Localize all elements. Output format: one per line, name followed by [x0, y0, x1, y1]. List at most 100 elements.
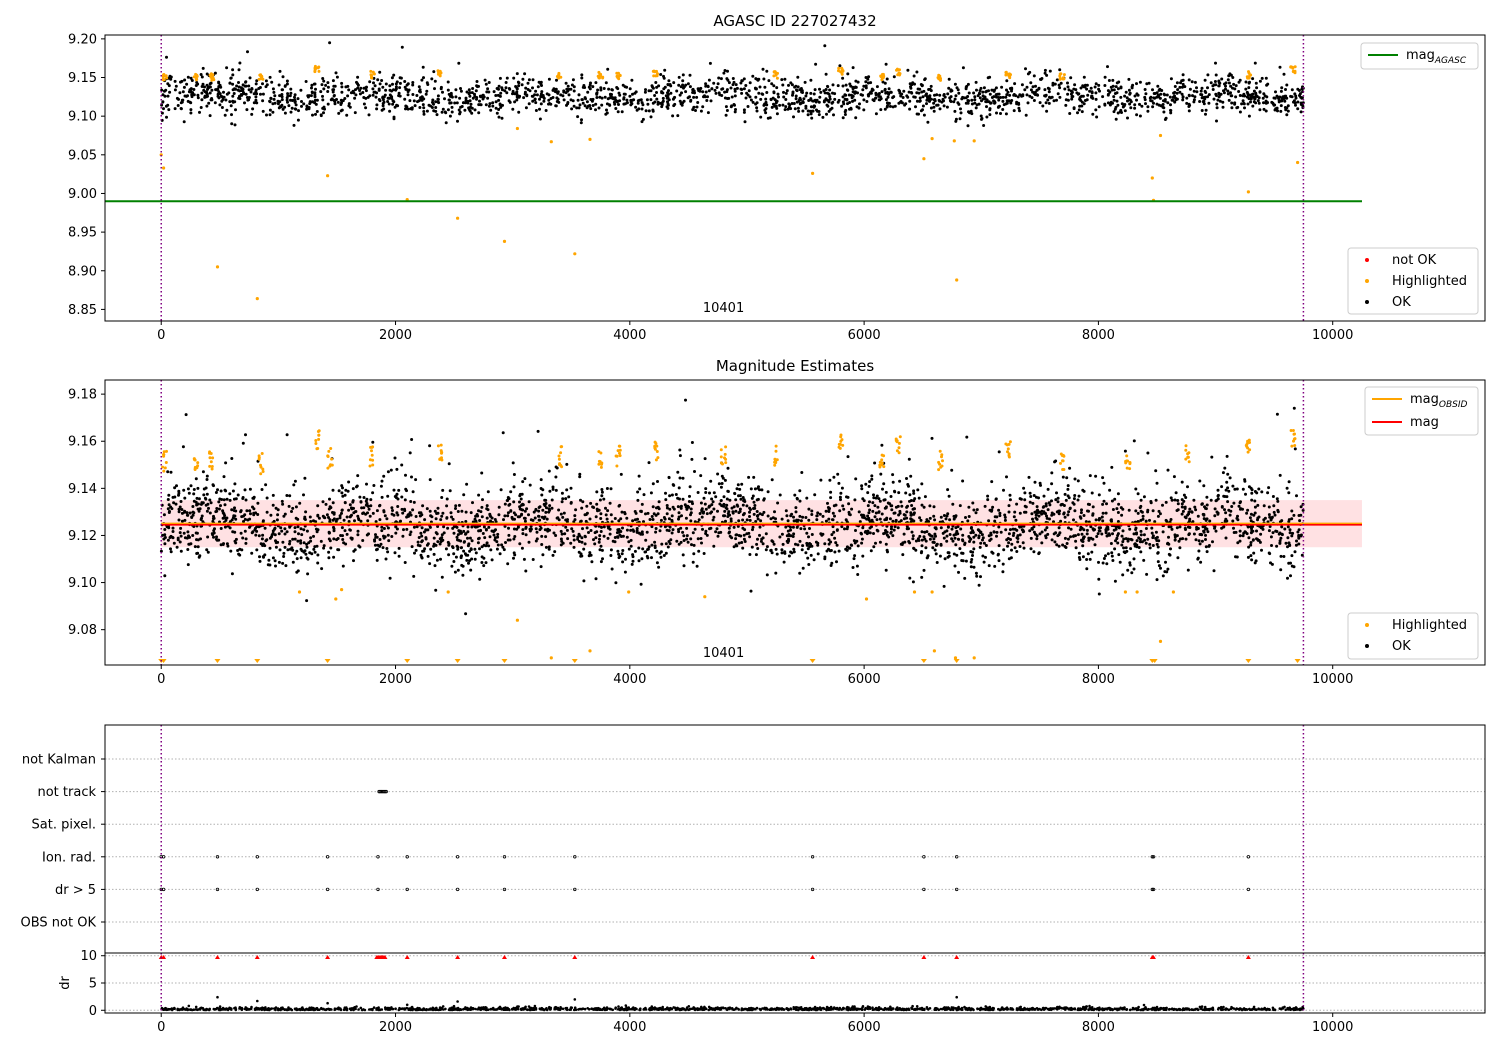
dr-clipped-marker — [954, 955, 960, 959]
highlighted-point — [1248, 441, 1251, 444]
highlighted-point — [618, 454, 622, 458]
dr-clipped-marker — [1245, 955, 1251, 959]
highlighted-point — [1247, 71, 1251, 75]
highlighted-point — [558, 75, 561, 79]
highlighted-point — [557, 454, 561, 458]
highlighted-point — [316, 430, 320, 433]
flag-marker — [325, 855, 330, 859]
highlighted-point — [329, 463, 332, 467]
highlighted-point — [939, 78, 942, 82]
highlighted-point — [560, 465, 564, 469]
y-tick-label: 10 — [80, 949, 97, 964]
highlighted-point — [896, 73, 900, 77]
highlighted-point — [436, 444, 440, 448]
highlighted-point — [773, 460, 777, 464]
highlighted-point — [597, 459, 601, 463]
y-tick-label: 5 — [89, 977, 97, 992]
x-tick-label: 8000 — [1082, 1020, 1115, 1035]
magnitude-axes-ticks: 0 2000 4000 6000 8000 10000 9.08 9.10 9.12 9.14 9.… — [68, 388, 1353, 687]
dr-axes-ticks: 0 2000 4000 6000 8000 10000 0 5 10 — [80, 949, 1353, 1035]
highlighted-point — [260, 452, 264, 455]
highlighted-point — [255, 297, 259, 301]
highlighted-point — [839, 435, 843, 439]
agasc-plot-frame — [104, 34, 1486, 322]
x-tick-label: 2000 — [379, 672, 412, 687]
highlighted-point — [326, 466, 330, 470]
highlighted-point — [164, 461, 168, 464]
highlighted-point — [313, 64, 317, 68]
highlighted-point — [656, 456, 660, 460]
clipped-marker — [953, 659, 960, 663]
highlighted-point — [162, 166, 166, 170]
legend-highlighted-label: Highlighted — [1392, 618, 1467, 633]
highlighted-point — [719, 448, 723, 452]
flag-marker — [1151, 855, 1156, 859]
highlighted-point — [316, 447, 320, 450]
flag-marker — [810, 855, 815, 859]
highlighted-point — [1290, 444, 1294, 448]
highlighted-point — [208, 456, 212, 460]
dr-clipped-marker — [325, 955, 331, 959]
highlighted-point — [515, 126, 520, 131]
dr-panel: 0 2000 4000 6000 8000 10000 0 5 10 dr — [58, 949, 1486, 1035]
y-tick-label: 9.10 — [68, 576, 97, 591]
magnitude-legend-lines: magOBSID mag — [1364, 386, 1479, 436]
y-tick-label: 8.85 — [68, 303, 97, 318]
flag-marker — [502, 887, 507, 892]
highlighted-point — [880, 453, 884, 457]
highlighted-point — [597, 70, 601, 74]
flag-marker — [384, 789, 388, 794]
highlighted-point — [599, 451, 603, 455]
highlighted-point — [211, 456, 215, 460]
dr-outlier — [955, 995, 958, 999]
highlighted-point — [162, 453, 166, 457]
flag-marker — [502, 855, 507, 859]
highlighted-point — [257, 454, 261, 458]
highlighted-point — [588, 137, 592, 141]
highlighted-point — [616, 76, 620, 79]
highlighted-point — [326, 174, 330, 178]
highlighted-point — [261, 467, 265, 471]
ok-points — [160, 41, 1305, 128]
dr-clipped-marker — [455, 955, 461, 959]
flag-label: not Kalman — [22, 753, 96, 768]
highlighted-point — [1291, 429, 1295, 432]
highlighted-point — [895, 449, 899, 453]
flag-marker — [255, 887, 259, 892]
clipped-marker — [254, 659, 261, 663]
flag-marker — [1246, 855, 1251, 859]
highlighted-point — [439, 443, 443, 447]
highlighted-point — [212, 78, 216, 82]
highlighted-point — [1058, 76, 1062, 80]
highlighted-point — [1059, 72, 1063, 76]
y-tick-label: 9.15 — [68, 71, 97, 86]
agasc-plot-area — [105, 35, 1362, 321]
highlighted-point — [654, 458, 658, 462]
highlighted-point — [1124, 459, 1128, 463]
y-tick-label: 9.10 — [68, 110, 97, 125]
y-tick-label: 8.90 — [68, 264, 97, 279]
highlighted-point — [597, 462, 601, 466]
agasc-legend-points: not OK Highlighted OK — [1347, 247, 1479, 315]
flag-marker — [405, 855, 409, 859]
clipped-marker — [501, 659, 508, 663]
highlighted-point — [370, 76, 373, 80]
highlighted-point — [215, 265, 220, 269]
highlighted-point — [515, 618, 520, 622]
highlighted-point — [165, 76, 169, 80]
magnitude-plot-area — [158, 380, 1362, 665]
highlighted-point — [618, 444, 622, 448]
highlighted-point — [330, 457, 334, 461]
highlighted-point — [930, 137, 934, 141]
highlighted-point — [370, 453, 374, 457]
highlighted-point — [940, 464, 944, 468]
y-tick-label: 9.12 — [68, 529, 97, 544]
highlighted-point — [1135, 590, 1139, 594]
highlighted-point — [446, 590, 450, 594]
highlighted-point — [897, 441, 901, 445]
highlighted-point — [1061, 468, 1065, 471]
legend-highlighted-marker — [1365, 279, 1369, 283]
highlighted-point — [653, 70, 657, 74]
highlighted-point — [588, 649, 592, 653]
highlighted-point — [1184, 457, 1188, 461]
